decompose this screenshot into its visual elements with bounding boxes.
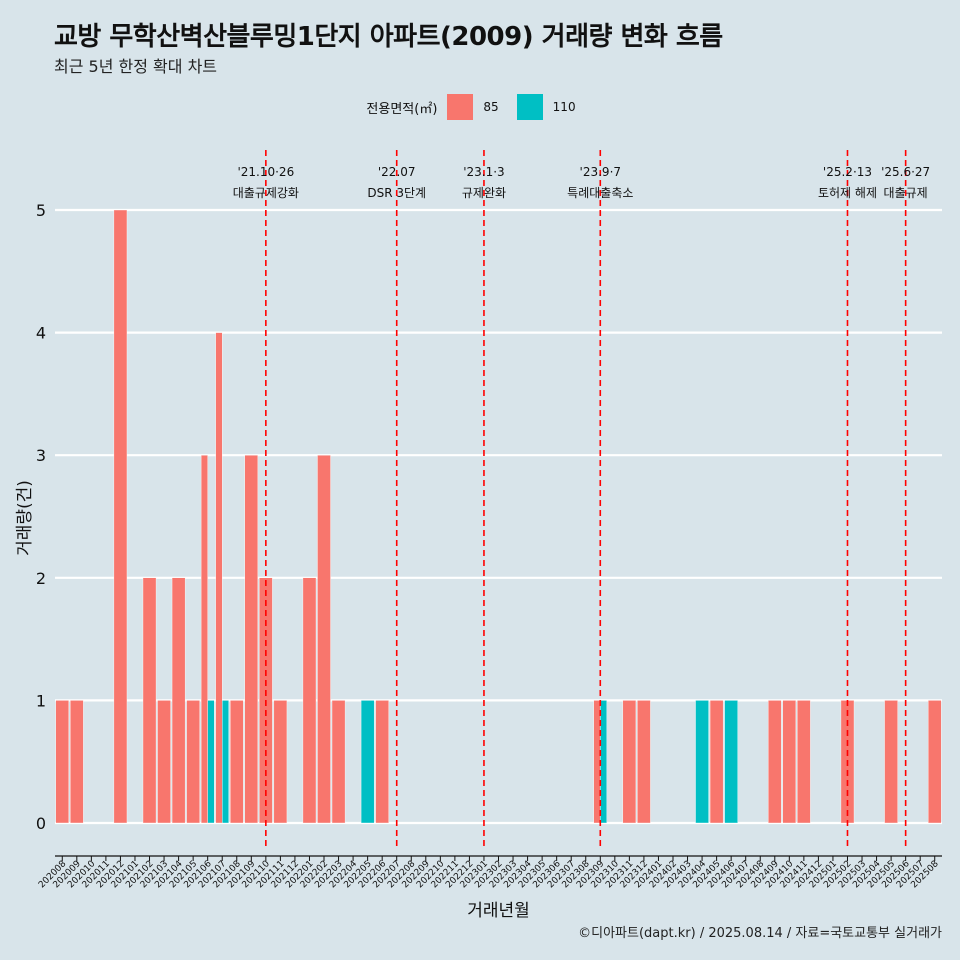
bar-202404-110 [695,700,709,824]
annotation-date-202309: '23.9·7 [580,165,621,179]
annotation-date-202301: '23.1·3 [463,165,504,179]
legend-item-85: 85 [447,94,506,120]
bar-202009-85 [70,700,84,824]
y-tick-label-3: 3 [36,446,46,465]
bar-202103-85 [157,700,171,824]
bar-202405-85 [709,700,724,824]
annotation-label-202506: 대출규제 [884,186,928,200]
legend: 전용면적(㎡) 85 110 [0,94,960,120]
bar-202104-85 [171,577,186,824]
bar-202201-85 [302,577,317,824]
bar-202105-85 [186,700,200,824]
bar-202008-85 [55,700,70,824]
chart-title: 교방 무학산벽산블루밍1단지 아파트(2009) 거래량 변화 흐름 [54,22,723,52]
bar-202309-110 [600,700,608,824]
x-axis-title: 거래년월 [467,901,530,921]
bar-202203-85 [331,700,346,824]
bar-202312-85 [637,700,651,824]
annotation-label-202309: 특례대출축소 [567,186,633,200]
y-axis-title: 거래량(건) [15,480,35,556]
bar-202205-110 [360,700,375,824]
bar-202108-85 [230,700,244,824]
bar-202505-85 [884,700,898,824]
bar-202410-85 [782,700,797,824]
bar-202106-85 [200,455,208,824]
bar-202102-85 [142,577,157,824]
annotations: '21.10·26 대출규제강화 '22.07 DSR 3단계 '23.1·3 규제완화 '… [233,150,930,846]
annotation-date-202502: '25.2·13 [823,165,872,179]
legend-title: 전용면적(㎡) [366,101,438,117]
bar-202107-110 [222,700,229,824]
bar-202202-85 [317,455,331,824]
annotation-date-202110: '21.10·26 [237,165,294,179]
annotation-label-202110: 대출규제강화 [233,186,299,200]
bar-202508-85 [927,700,942,824]
bars [55,209,942,824]
annotation-date-202207: '22.07 [378,165,416,179]
bar-202411-85 [797,700,811,824]
y-tick-label-1: 1 [36,691,46,710]
bar-202406-110 [724,700,738,824]
annotation-label-202301: 규제완화 [462,186,506,200]
legend-label-85: 85 [483,100,499,114]
y-tick-label-5: 5 [36,201,46,220]
bar-202111-85 [273,700,288,824]
bar-202106-110 [207,700,215,824]
bar-202311-85 [622,700,637,824]
y-tick-label-2: 2 [36,569,46,588]
legend-label-110: 110 [552,100,576,114]
axes: 0123452020082020092020102020112020122021… [15,201,942,921]
legend-key-85 [447,94,474,120]
bar-202012-85 [113,209,128,824]
annotation-label-202502: 토허제 해제 [818,186,877,200]
y-tick-label-0: 0 [36,814,46,833]
bar-202309-85 [593,700,601,824]
source-caption: ©디아파트(dapt.kr) / 2025.08.14 / 자료=국토교통부 실… [578,926,942,941]
bar-202206-85 [375,700,389,824]
annotation-date-202506: '25.6·27 [881,165,930,179]
y-tick-label-4: 4 [36,324,46,343]
legend-key-110 [516,94,543,120]
legend-item-110: 110 [516,94,584,120]
bar-202107-85 [215,332,223,824]
annotation-label-202207: DSR 3단계 [367,186,426,200]
bar-202109-85 [244,455,259,824]
bar-202409-85 [768,700,782,824]
chart-subtitle: 최근 5년 한정 확대 차트 [54,57,218,76]
